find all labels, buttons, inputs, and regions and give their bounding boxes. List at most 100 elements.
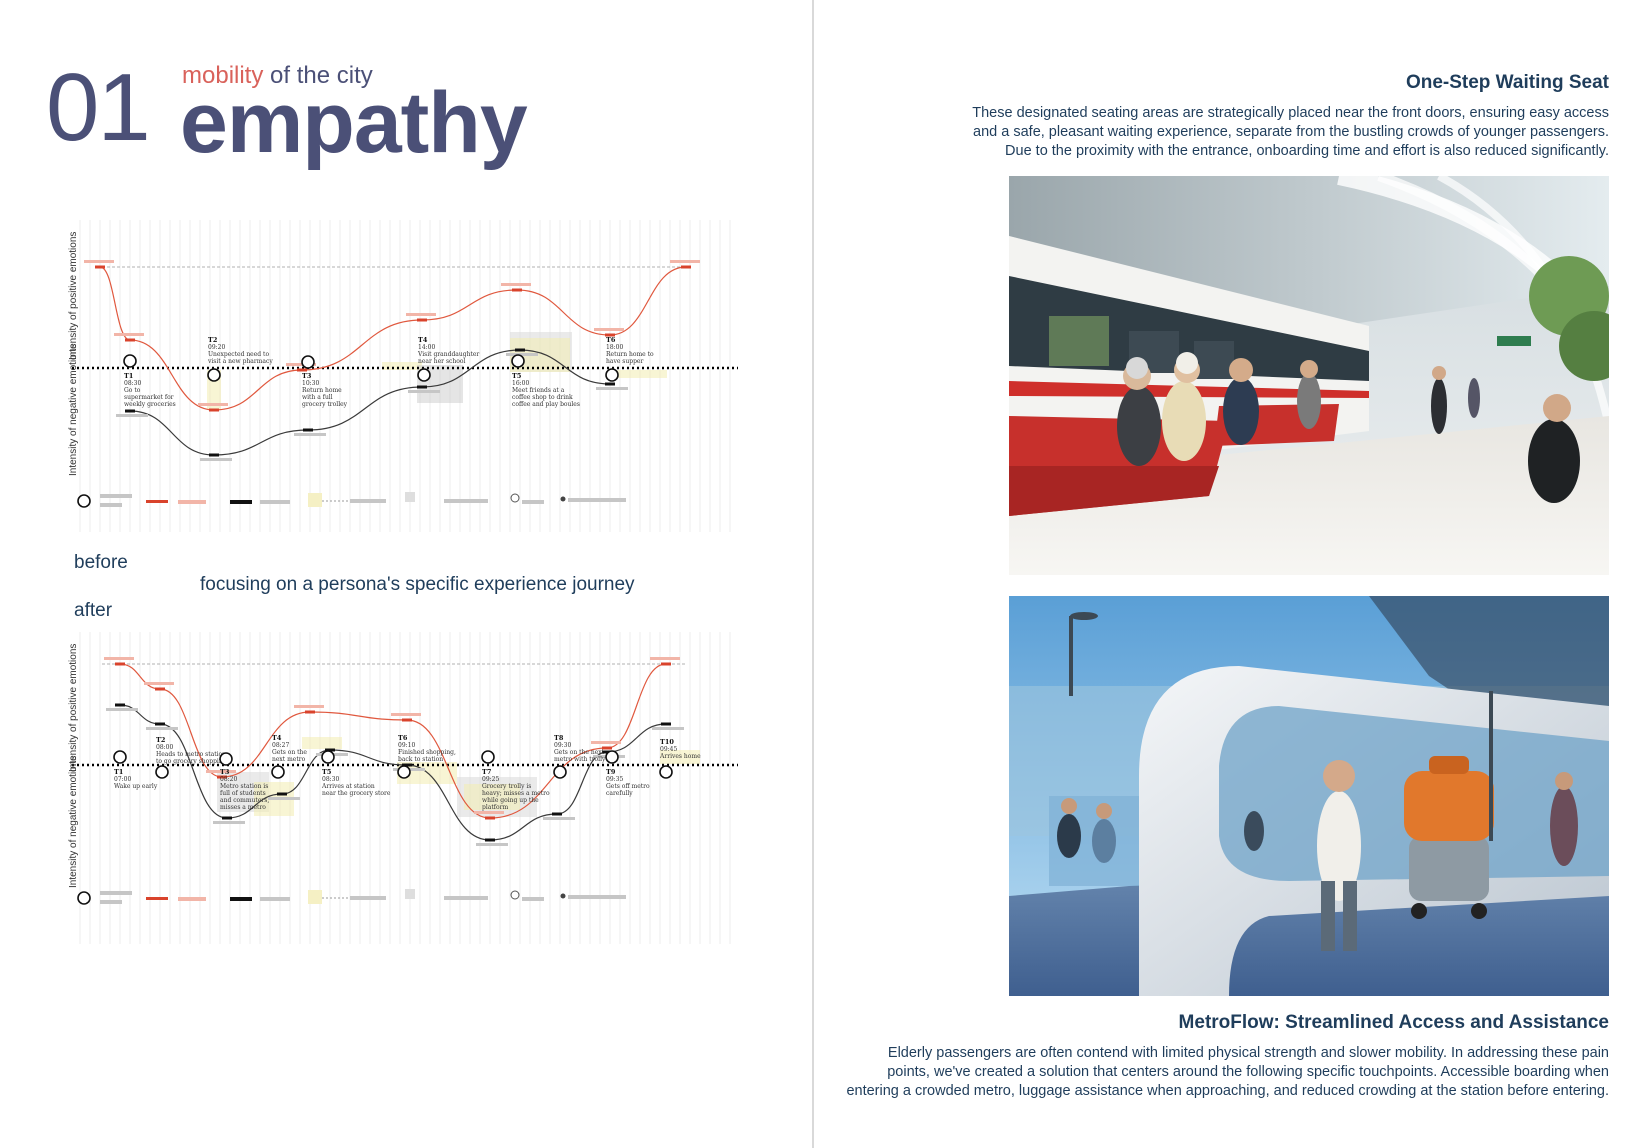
touchpoint-text: Arrives at station [321,783,375,790]
negative-marker [325,748,335,752]
positive-marker [602,746,612,750]
label-before: before [74,552,128,573]
y-axis-label-before-negative: Intensity of negative emotions [68,343,79,476]
feature-text-line: points, we've created a solution that ce… [887,1064,1609,1080]
touchpoint-text: Go to [124,387,141,394]
negative-marker [485,838,495,842]
touchpoint-text: near her school [418,358,465,365]
legend-swatch [178,897,206,901]
touchpoint-text: Grocery trolly is [482,783,531,790]
y-axis-label-after-negative: Intensity of negative emotions [68,755,79,888]
star-icon [560,893,566,899]
positive-marker [305,710,315,714]
touchpoint-text: and commuters, [220,797,269,804]
touchpoint-text: full of students [220,790,266,797]
touchpoint-time: 09:25 [482,776,499,783]
touchpoint-text: next metro [272,756,306,763]
positive-marker [485,816,495,820]
positive-marker-shadow [591,741,621,744]
touchpoint-circle [481,750,495,764]
touchpoint-id: T9 [606,768,616,776]
left-page [0,0,812,1148]
touchpoint-time: 09:35 [606,776,623,783]
positive-marker [661,662,671,666]
legend-swatch [146,897,168,900]
touchpoint-text: Visit granddaughter [417,351,479,358]
positive-marker [417,318,427,322]
negative-marker [209,453,219,457]
touchpoint-id: T8 [554,734,564,742]
touchpoint-time: 07:00 [114,776,131,783]
touchpoint-text: Metro station is [220,783,268,790]
legend-touchpoint-icon [77,891,91,905]
negative-marker-shadow [408,390,440,393]
negative-marker [125,409,135,413]
touchpoint-id: T10 [660,738,674,746]
touchpoint-text: misses a metro [220,804,266,811]
touchpoint-id: T1 [124,372,133,380]
positive-marker [209,408,219,412]
feature-text-line: These designated seating areas are strat… [972,105,1609,121]
touchpoint-time: 08:00 [156,744,173,751]
feature-text-line: and a safe, pleasant waiting experience,… [973,124,1609,140]
negative-marker-shadow [596,387,628,390]
legend-swatch [444,499,488,503]
positive-marker [217,775,227,779]
positive-marker [95,265,105,269]
negative-marker [277,792,287,796]
legend-swatch [178,500,206,504]
page-spine [812,0,814,1148]
touchpoint-circle [155,765,169,779]
touchpoint-time: 09:20 [208,344,225,351]
touchpoint-time: 08:27 [272,742,289,749]
positive-marker [605,333,615,337]
journey-chart-after: T1 07:00 Wake up early T2 08:00 Heads to metr… [72,632,738,958]
feature-title-metroflow: MetroFlow: Streamlined Access and Assist… [1178,1012,1609,1033]
touchpoint-text: platform [482,804,508,811]
touchpoint-text: coffee shop to drink [512,394,573,401]
legend-swatch [350,896,386,900]
negative-marker-shadow [543,817,575,820]
feature-text-line: entering a crowded metro, luggage assist… [846,1083,1609,1099]
section-number: 01 [46,54,151,161]
touchpoint-time: 09:10 [398,742,415,749]
legend-swatch [260,897,290,901]
negative-marker [602,750,612,754]
legend-swatch [568,498,626,502]
positive-marker-shadow [198,403,228,406]
negative-marker [515,348,525,352]
legend-swatch [405,889,415,899]
positive-marker-shadow [391,713,421,716]
star-icon [560,496,566,502]
touchpoint-text: supermarket for [124,394,174,401]
touchpoint-time: 18:00 [606,344,623,351]
touchpoint-circle [605,750,619,764]
legend-swatch [308,890,322,904]
touchpoint-text: Wake up early [114,783,158,790]
positive-marker [402,718,412,722]
negative-marker [222,816,232,820]
touchpoint-time: 08:20 [220,776,237,783]
touchpoint-time: 16:00 [512,380,529,387]
touchpoint-text: Finished shopping, [398,749,456,756]
touchpoint-text: Unexpected need to [208,351,269,358]
positive-marker-shadow [114,333,144,336]
journey-chart-before: T1 08:30 Go to supermarket for weekly grocer… [72,220,738,546]
illustration-waiting-seat [1009,176,1609,575]
emotion-highlight [660,750,700,764]
touchpoint-text: Heads to metro station [156,751,226,758]
subtitle-highlight: mobility [182,62,264,89]
negative-marker-shadow [200,458,232,461]
touchpoint-circle [511,354,525,368]
touchpoint-text: Return home [302,387,342,394]
touchpoint-circle [397,765,411,779]
negative-marker-shadow [116,414,148,417]
label-focus: focusing on a persona's specific experie… [200,574,635,595]
positive-marker-shadow [206,770,236,773]
positive-marker-shadow [84,260,114,263]
positive-marker [297,368,307,372]
touchpoint-id: T4 [272,734,282,742]
touchpoint-id: T6 [606,336,616,344]
negative-marker-shadow [652,727,684,730]
touchpoint-text: Meet friends at a [512,387,565,394]
